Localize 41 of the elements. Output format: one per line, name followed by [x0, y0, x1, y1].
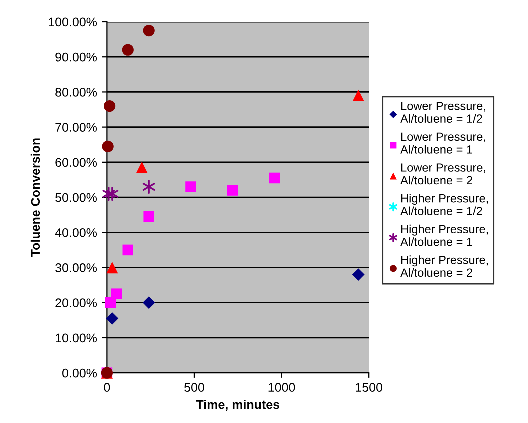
y-tick-label: 20.00% — [56, 298, 98, 308]
y-tick-label: 10.00% — [56, 334, 98, 343]
legend-label: Lower Pressure, Al/toluene = 1 — [400, 132, 486, 154]
x-tick-label: 1500 — [356, 383, 382, 392]
y-tick-label: 50.00% — [56, 193, 98, 202]
point — [269, 172, 280, 184]
point — [111, 288, 122, 300]
point — [144, 211, 154, 222]
point — [136, 162, 148, 174]
x-tick-label: 500 — [184, 383, 204, 392]
y-tick-label: 100.00% — [49, 18, 98, 27]
y-tick-label: 60.00% — [56, 158, 98, 168]
point — [102, 140, 114, 152]
point — [106, 262, 118, 274]
point — [352, 268, 365, 281]
point — [186, 182, 196, 192]
y-tick-label: 30.00% — [56, 264, 98, 272]
x-tick-label: 1000 — [268, 383, 296, 392]
legend-label: Lower Pressure, Al/toluene = 1/2 — [400, 102, 486, 124]
point — [106, 186, 119, 202]
y-axis-title: Toluene Conversion — [30, 138, 40, 258]
point — [104, 100, 116, 112]
x-tick-label: 0 — [104, 383, 110, 392]
legend-label: Higher Pressure, Al/toluene = 2 — [400, 256, 488, 278]
point — [228, 185, 238, 196]
point — [122, 244, 134, 256]
y-tick-label: 0.00% — [62, 368, 98, 378]
point — [106, 312, 119, 325]
y-tick-label: 40.00% — [55, 228, 98, 238]
legend-label: Higher Pressure, Al/toluene = 1 — [400, 224, 488, 246]
legend-label: Lower Pressure, Al/toluene = 2 — [400, 164, 486, 185]
point — [143, 24, 155, 37]
y-tick-label: 80.00% — [56, 88, 98, 97]
point — [142, 296, 156, 310]
point — [352, 90, 364, 102]
point — [122, 44, 134, 56]
legend-label: Higher Pressure, Al/toluene = 1/2 — [400, 194, 488, 216]
y-tick-label: 70.00% — [56, 123, 98, 132]
x-axis-title: Time, minutes — [196, 400, 280, 412]
point — [142, 180, 156, 194]
y-tick-label: 90.00% — [56, 52, 98, 62]
